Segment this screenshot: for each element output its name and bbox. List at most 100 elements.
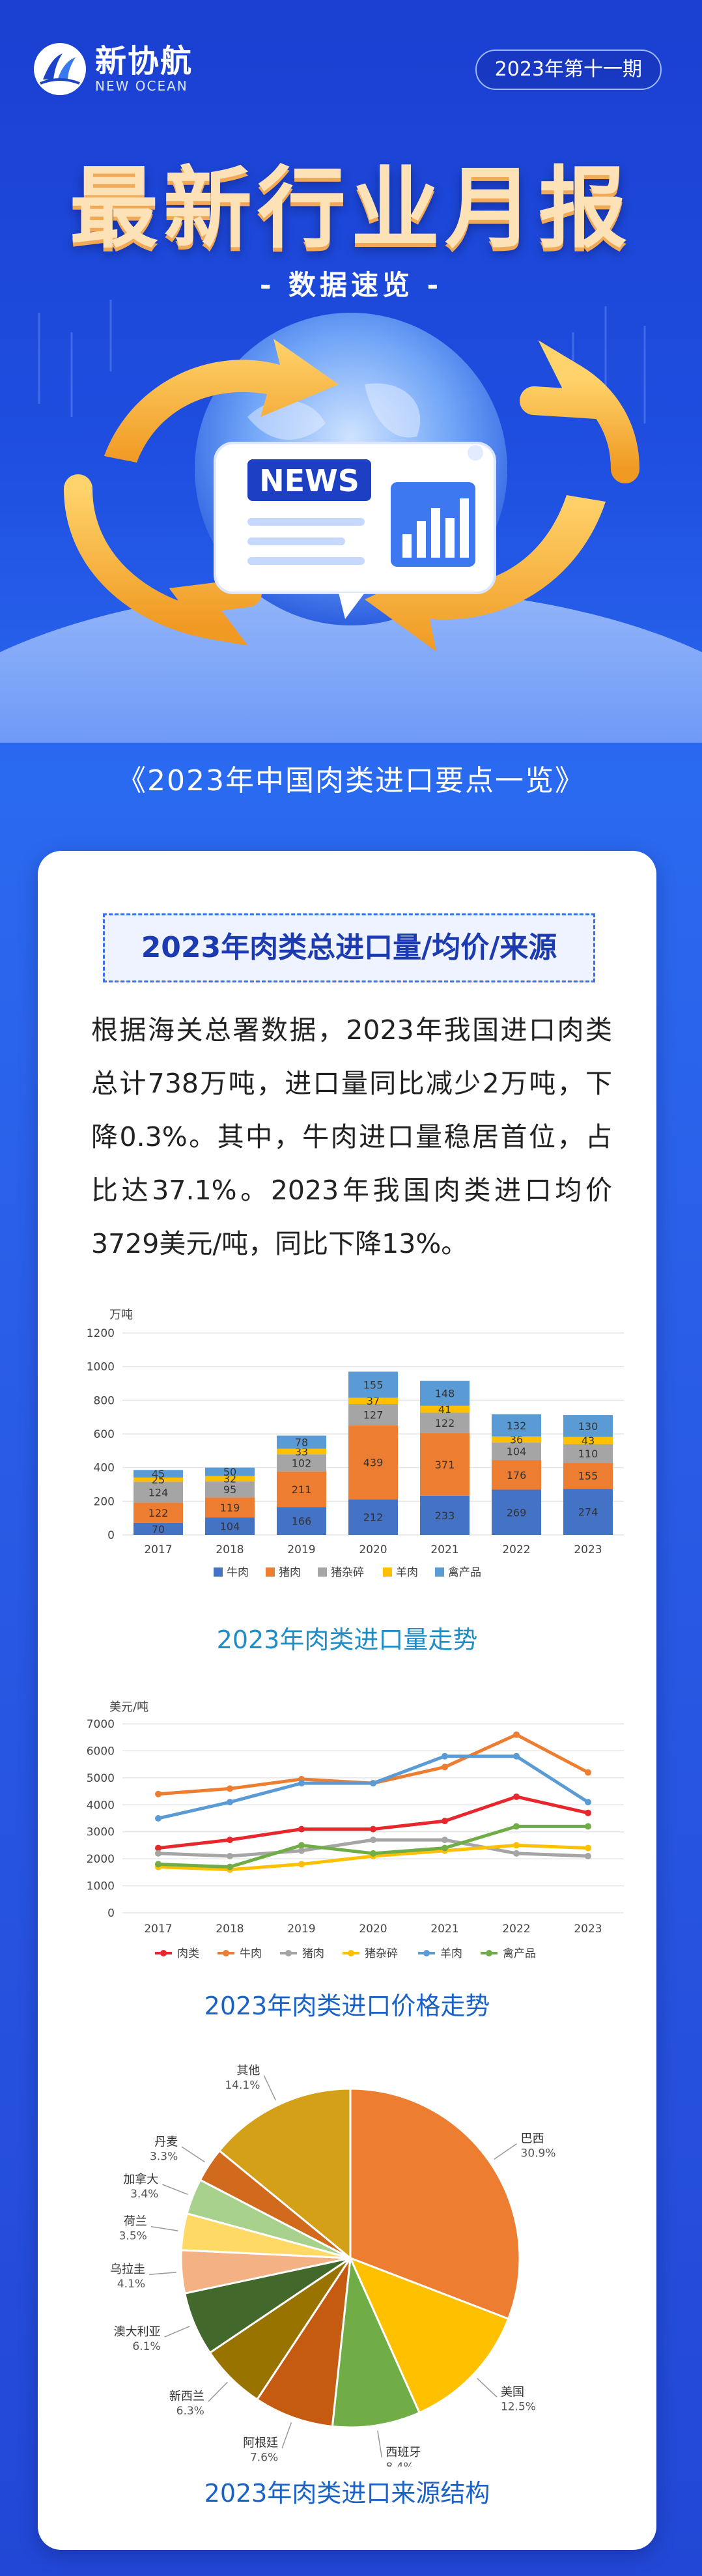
import-source-chart-title: 2023年肉类进口来源结构	[204, 2479, 490, 2508]
legend-label: 禽产品	[503, 1947, 536, 1960]
pie-category-label: 澳大利亚	[114, 2325, 161, 2339]
bar-data-label: 130	[578, 1420, 598, 1433]
chart-legend: 肉类 牛肉 猪肉 猪杂碎 羊肉 禽产品	[155, 1947, 536, 1960]
y-tick-label: 1000	[87, 1361, 115, 1374]
bar-segment	[563, 1489, 613, 1535]
series-point	[155, 1861, 161, 1868]
y-tick-label: 7000	[87, 1718, 115, 1731]
legend-label: 猪杂碎	[365, 1947, 398, 1960]
bar-segment	[563, 1444, 613, 1463]
series-point	[585, 1823, 591, 1830]
bar-data-label: 41	[438, 1403, 451, 1416]
chart-legend: 牛肉 猪肉 猪杂碎 羊肉 禽产品	[214, 1566, 481, 1579]
x-tick-label: 2022	[502, 1923, 530, 1936]
import-volume-chart-title: 2023年肉类进口量走势	[216, 1625, 478, 1654]
x-tick-label: 2019	[287, 1543, 315, 1556]
bar-segment	[133, 1477, 183, 1482]
bar-data-label: 95	[223, 1483, 236, 1496]
series-point	[298, 1847, 305, 1854]
bar-data-label: 104	[220, 1521, 240, 1533]
bar-segment	[133, 1470, 183, 1478]
bar-segment	[205, 1497, 255, 1518]
legend-swatch	[423, 1950, 430, 1956]
legend-label: 禽产品	[448, 1566, 481, 1579]
pie-percent-label: 7.6%	[250, 2452, 278, 2465]
x-tick-label: 2022	[502, 1543, 530, 1556]
series-point	[370, 1825, 376, 1833]
pie-leader-line	[263, 2075, 277, 2101]
import-price-svg: 美元/吨 0 1000 2000 3000 4000 5000 6000 7000 2017 201…	[87, 1700, 624, 1960]
x-tick-label: 2023	[574, 1543, 602, 1556]
series-point	[155, 1790, 161, 1797]
bar-segment	[277, 1507, 326, 1535]
bar-data-label: 371	[435, 1459, 455, 1471]
bar-data-label: 212	[363, 1511, 384, 1524]
pie-leader-line	[150, 2225, 178, 2231]
bar-segment	[205, 1481, 255, 1498]
legend-label: 羊肉	[396, 1566, 418, 1579]
pie-slice	[218, 2087, 352, 2261]
bar-segment	[348, 1397, 398, 1405]
legend-swatch	[435, 1567, 444, 1577]
pie-category-label: 丹麦	[154, 2135, 178, 2149]
bar-data-label: 439	[363, 1457, 384, 1469]
x-tick-label: 2018	[216, 1543, 244, 1556]
pie-category-label: 乌拉圭	[110, 2263, 145, 2276]
series-point	[155, 1815, 161, 1822]
series-point	[370, 1780, 376, 1787]
x-tick-label: 2017	[144, 1923, 172, 1936]
series-point	[585, 1769, 591, 1776]
bar-segment	[133, 1502, 183, 1523]
bar-data-label: 36	[510, 1434, 523, 1446]
import-volume-chart: 万吨 0 200 400 600 800 1000 1200 70 122 124 25 45 2017 1…	[64, 1294, 637, 1600]
bar-segment	[277, 1448, 326, 1455]
bar-data-label: 119	[220, 1502, 240, 1514]
legend-swatch	[486, 1950, 492, 1956]
pie-category-label: 阿根廷	[243, 2437, 278, 2450]
series-point	[442, 1844, 448, 1852]
y-tick-label: 5000	[87, 1772, 115, 1785]
y-axis-label: 万吨	[109, 1308, 133, 1322]
bar-segment	[205, 1517, 255, 1535]
pie-leader-line	[208, 2381, 228, 2402]
legend-swatch	[285, 1950, 292, 1956]
series-point	[370, 1837, 376, 1844]
bar-segment	[492, 1460, 541, 1490]
pie-percent-label: 3.3%	[150, 2150, 178, 2163]
import-price-chart: 美元/吨 0 1000 2000 3000 4000 5000 6000 7000 2017 201…	[64, 1691, 637, 1978]
pie-percent-label: 14.1%	[225, 2079, 260, 2092]
series-point	[227, 1799, 233, 1806]
legend-swatch	[214, 1567, 223, 1577]
legend-label: 猪杂碎	[331, 1566, 364, 1579]
legend-swatch	[266, 1567, 275, 1577]
bar-data-label: 104	[507, 1446, 527, 1458]
series-point	[585, 1844, 591, 1852]
series-point	[442, 1818, 448, 1825]
bar-segment	[205, 1476, 255, 1481]
section-title: 2023年肉类总进口量/均价/来源	[103, 913, 595, 982]
pie-slice	[255, 2257, 352, 2428]
series-point	[513, 1823, 520, 1830]
bar-data-label: 70	[152, 1523, 165, 1536]
bar-segment	[348, 1371, 398, 1398]
pie-leader-line	[476, 2377, 498, 2397]
pie-percent-label: 30.9%	[521, 2147, 556, 2160]
bar-segment	[492, 1414, 541, 1437]
series-point	[227, 1785, 233, 1792]
bar-segment	[277, 1435, 326, 1449]
bar-segment	[420, 1495, 470, 1535]
pie-percent-label: 8.4%	[386, 2461, 414, 2467]
bar-segment	[348, 1499, 398, 1535]
legend-label: 猪肉	[302, 1947, 324, 1960]
bar-data-label: 110	[578, 1448, 598, 1460]
bar-segment	[133, 1481, 183, 1503]
y-tick-label: 3000	[87, 1826, 115, 1839]
series-point	[227, 1853, 233, 1859]
series-point	[513, 1842, 520, 1849]
pie-slice	[349, 2087, 521, 2321]
series-point	[442, 1753, 448, 1760]
pie-category-label: 荷兰	[124, 2215, 147, 2229]
bar-segment	[277, 1471, 326, 1508]
pie-percent-label: 6.1%	[132, 2340, 160, 2353]
